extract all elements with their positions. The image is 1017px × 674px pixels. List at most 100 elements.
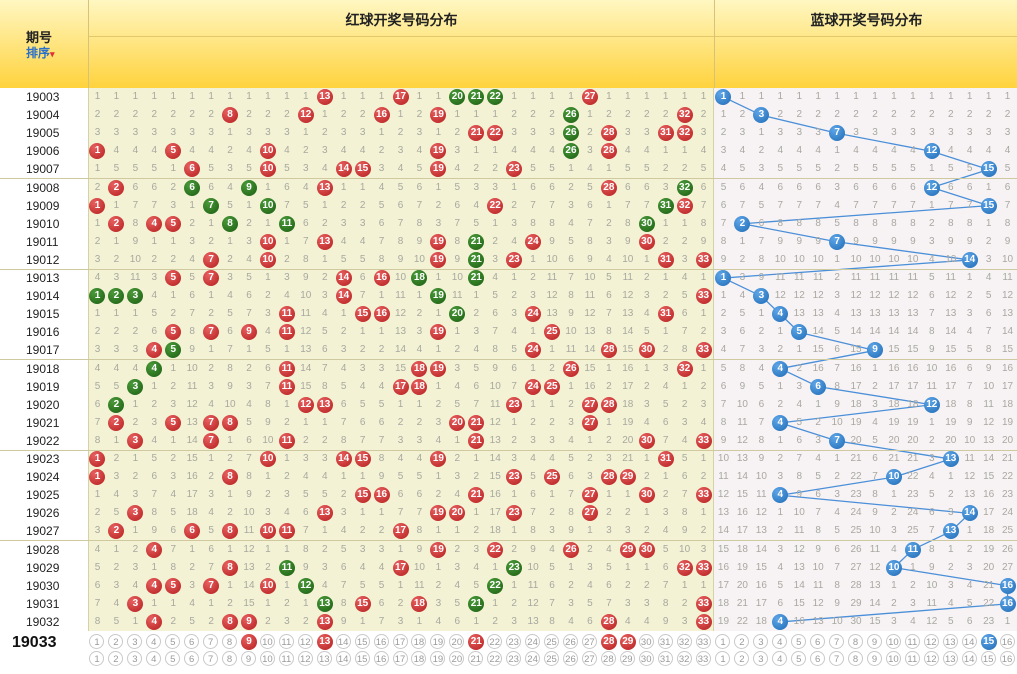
blue-pick-option[interactable]: 14 [961, 634, 977, 649]
red-pick-selected[interactable]: 29 [619, 634, 636, 650]
red-pick-option[interactable]: 21 [468, 651, 484, 666]
red-pick-option[interactable]: 6 [184, 634, 200, 649]
red-pick-option[interactable]: 9 [240, 651, 256, 666]
blue-pick-selected[interactable]: 15 [980, 634, 997, 650]
red-pick-option[interactable]: 22 [487, 634, 503, 649]
red-pick-selected[interactable]: 9 [240, 634, 257, 650]
red-pick-option[interactable]: 26 [562, 634, 578, 649]
blue-pick-option[interactable]: 5 [791, 634, 807, 649]
red-pick-option[interactable]: 14 [335, 634, 351, 649]
red-pick-option[interactable]: 8 [222, 634, 238, 649]
red-pick-option[interactable]: 5 [165, 651, 181, 666]
red-pick-option[interactable]: 12 [297, 651, 313, 666]
red-pick-option[interactable]: 1 [89, 651, 105, 666]
blue-pick-option[interactable]: 6 [810, 651, 826, 666]
blue-pick-option[interactable]: 12 [923, 634, 939, 649]
red-pick-option[interactable]: 14 [335, 651, 351, 666]
blue-pick-option[interactable]: 16 [999, 651, 1015, 666]
blue-pick-option[interactable]: 8 [848, 651, 864, 666]
red-pick-option[interactable]: 33 [695, 651, 711, 666]
blue-pick-option[interactable]: 10 [885, 634, 901, 649]
red-pick-option[interactable]: 18 [411, 651, 427, 666]
red-pick-option[interactable]: 11 [278, 634, 294, 649]
blue-pick-option[interactable]: 7 [829, 634, 845, 649]
red-pick-option[interactable]: 10 [259, 651, 275, 666]
red-pick-selected[interactable]: 28 [600, 634, 617, 650]
red-pick-option[interactable]: 2 [108, 634, 124, 649]
red-pick-option[interactable]: 15 [354, 651, 370, 666]
red-pick-option[interactable]: 23 [506, 634, 522, 649]
red-omission-cell: 1 [530, 326, 536, 338]
red-pick-option[interactable]: 19 [430, 651, 446, 666]
red-pick-option[interactable]: 3 [127, 634, 143, 649]
blue-pick-option[interactable]: 6 [810, 634, 826, 649]
red-pick-option[interactable]: 17 [392, 634, 408, 649]
red-pick-option[interactable]: 16 [373, 634, 389, 649]
red-pick-option[interactable]: 4 [146, 634, 162, 649]
red-pick-option[interactable]: 31 [657, 651, 673, 666]
blue-pick-option[interactable]: 13 [942, 651, 958, 666]
red-pick-option[interactable]: 5 [165, 634, 181, 649]
red-pick-option[interactable]: 28 [600, 651, 616, 666]
red-pick-option[interactable]: 31 [657, 634, 673, 649]
red-pick-option[interactable]: 23 [506, 651, 522, 666]
red-pick-selected[interactable]: 21 [468, 634, 485, 650]
red-pick-option[interactable]: 30 [638, 634, 654, 649]
blue-pick-option[interactable]: 12 [923, 651, 939, 666]
blue-pick-option[interactable]: 1 [715, 651, 731, 666]
red-pick-option[interactable]: 10 [259, 634, 275, 649]
red-pick-option[interactable]: 7 [203, 634, 219, 649]
blue-pick-option[interactable]: 8 [848, 634, 864, 649]
blue-pick-option[interactable]: 11 [904, 634, 920, 649]
red-pick-option[interactable]: 8 [222, 651, 238, 666]
red-pick-option[interactable]: 32 [676, 634, 692, 649]
red-pick-option[interactable]: 33 [695, 634, 711, 649]
blue-pick-option[interactable]: 11 [904, 651, 920, 666]
red-pick-option[interactable]: 25 [544, 651, 560, 666]
red-pick-option[interactable]: 15 [354, 634, 370, 649]
red-pick-option[interactable]: 4 [146, 651, 162, 666]
red-pick-option[interactable]: 24 [525, 634, 541, 649]
blue-pick-option[interactable]: 3 [753, 634, 769, 649]
red-pick-option[interactable]: 30 [638, 651, 654, 666]
red-pick-option[interactable]: 6 [184, 651, 200, 666]
blue-pick-option[interactable]: 3 [753, 651, 769, 666]
red-pick-option[interactable]: 11 [278, 651, 294, 666]
blue-pick-option[interactable]: 4 [772, 651, 788, 666]
blue-pick-option[interactable]: 9 [866, 651, 882, 666]
blue-pick-option[interactable]: 15 [980, 651, 996, 666]
red-pick-option[interactable]: 12 [297, 634, 313, 649]
blue-pick-option[interactable]: 16 [999, 634, 1015, 649]
blue-pick-option[interactable]: 4 [772, 634, 788, 649]
red-pick-option[interactable]: 7 [203, 651, 219, 666]
red-pick-option[interactable]: 13 [316, 651, 332, 666]
blue-pick-option[interactable]: 5 [791, 651, 807, 666]
blue-pick-option[interactable]: 14 [961, 651, 977, 666]
red-pick-option[interactable]: 3 [127, 651, 143, 666]
blue-pick-option[interactable]: 13 [942, 634, 958, 649]
blue-pick-option[interactable]: 2 [734, 634, 750, 649]
red-pick-option[interactable]: 17 [392, 651, 408, 666]
red-pick-option[interactable]: 29 [619, 651, 635, 666]
red-pick-option[interactable]: 19 [430, 634, 446, 649]
blue-pick-option[interactable]: 2 [734, 651, 750, 666]
red-pick-option[interactable]: 32 [676, 651, 692, 666]
red-pick-option[interactable]: 20 [449, 634, 465, 649]
red-pick-option[interactable]: 27 [581, 651, 597, 666]
sort-button[interactable]: 排序▾ [26, 44, 55, 61]
blue-pick-option[interactable]: 1 [715, 634, 731, 649]
blue-pick-option[interactable]: 10 [885, 651, 901, 666]
red-pick-option[interactable]: 25 [544, 634, 560, 649]
red-pick-selected[interactable]: 13 [316, 634, 333, 650]
red-pick-option[interactable]: 2 [108, 651, 124, 666]
blue-pick-option[interactable]: 7 [829, 651, 845, 666]
red-pick-option[interactable]: 24 [525, 651, 541, 666]
red-pick-option[interactable]: 22 [487, 651, 503, 666]
red-pick-option[interactable]: 20 [449, 651, 465, 666]
red-pick-option[interactable]: 16 [373, 651, 389, 666]
red-pick-option[interactable]: 18 [411, 634, 427, 649]
red-pick-option[interactable]: 1 [89, 634, 105, 649]
red-pick-option[interactable]: 26 [562, 651, 578, 666]
red-pick-option[interactable]: 27 [581, 634, 597, 649]
blue-pick-option[interactable]: 9 [866, 634, 882, 649]
